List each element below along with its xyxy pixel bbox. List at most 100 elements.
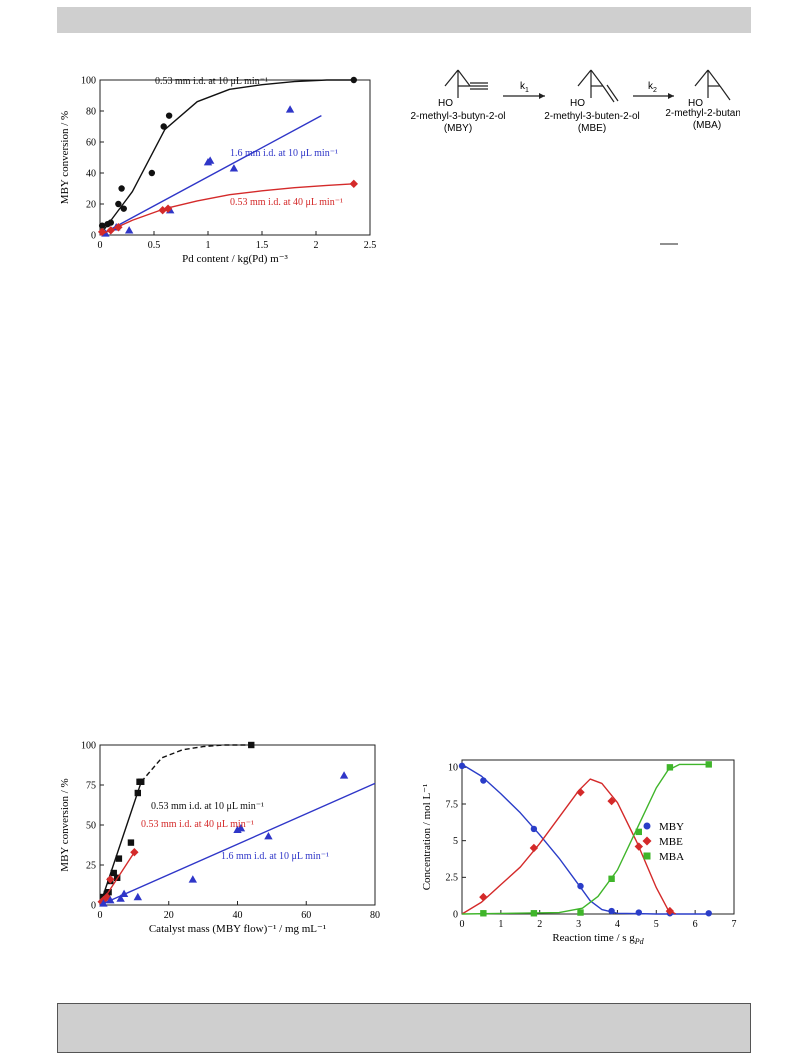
series-0	[458, 762, 712, 917]
mbe-oh: HO	[570, 98, 585, 109]
x-tick-label: 2	[314, 240, 319, 251]
data-point	[665, 906, 675, 916]
axes: 0 20 40 60 80 0 25 50 75 100	[81, 740, 380, 921]
legend-marker	[642, 836, 652, 846]
x-axis-label: Reaction time / s gPd	[552, 932, 644, 946]
y-tick-label: 25	[86, 860, 96, 871]
legend-label: MBA	[659, 851, 684, 863]
data-point	[165, 112, 173, 119]
y-tick-label: 20	[86, 199, 96, 210]
x-tick-label: 0	[460, 919, 465, 930]
fit-line-dashed	[140, 744, 252, 783]
y-tick-label: 0	[453, 909, 458, 920]
fit-line	[99, 782, 376, 906]
series-1	[99, 105, 322, 237]
data-point	[339, 771, 349, 779]
y-tick-label: 50	[86, 820, 96, 831]
y-tick-label: 2.5	[446, 873, 459, 884]
fit-line	[99, 183, 354, 236]
fit-line	[461, 763, 709, 915]
x-tick-label: 5	[654, 919, 659, 930]
series-label: 0.53 mm i.d. at 10 μL min⁻¹	[151, 801, 264, 812]
x-axis-label: Pd content / kg(Pd) m⁻³	[182, 253, 288, 265]
data-point	[264, 832, 273, 840]
series-1	[461, 778, 677, 916]
data-point	[107, 219, 114, 226]
data-point	[106, 226, 115, 235]
data-point	[480, 910, 487, 917]
x-tick-label: 0.5	[148, 240, 161, 251]
x-tick-label: 2.5	[364, 240, 377, 251]
mba-oh: HO	[688, 98, 703, 109]
data-point	[130, 848, 139, 857]
data-point	[98, 222, 106, 229]
legend-entry: MBA	[643, 851, 684, 863]
fit-line	[99, 115, 322, 236]
chart-concentration-vs-time: 0 1 2 3 4 5 6 7 0 2.5 5 7.5 10 Reaction time / s gPd C…	[421, 759, 737, 946]
x-tick-label: 7	[732, 919, 737, 930]
data-point	[133, 892, 143, 901]
chart-conversion-vs-catalyst-mass: 0 20 40 60 80 0 25 50 75 100 Catalyst mass (MBY fl…	[59, 740, 380, 935]
legend-label: MBE	[659, 836, 683, 848]
data-point	[148, 169, 156, 177]
data-point	[608, 907, 615, 915]
legend-entry: MBE	[642, 836, 683, 848]
footer-band	[57, 1003, 751, 1053]
x-tick-label: 0	[98, 910, 103, 921]
series-label: 0.53 mm i.d. at 10 μL min⁻¹	[155, 76, 268, 87]
fit-line	[461, 778, 677, 915]
data-point	[634, 842, 643, 851]
mba-structure: HO 2-methyl-2-butanol (MBA)	[665, 69, 740, 131]
legend-marker	[643, 852, 651, 860]
x-tick-label: 20	[164, 910, 174, 921]
series-2	[99, 771, 376, 907]
series-label: 0.53 mm i.d. at 40 μL min⁻¹	[230, 197, 343, 208]
y-tick-label: 10	[448, 763, 458, 774]
mba-abbr: (MBA)	[693, 120, 721, 131]
data-point	[349, 179, 358, 189]
y-tick-label: 0	[91, 900, 96, 911]
data-point	[124, 226, 134, 234]
data-point	[138, 778, 145, 785]
data-point	[118, 185, 125, 192]
data-point	[115, 855, 123, 862]
fit-line	[99, 781, 142, 906]
series-0	[98, 76, 357, 236]
data-point	[163, 204, 173, 213]
x-tick-label: 1	[498, 919, 503, 930]
arrow-k1: k1	[503, 81, 545, 99]
reaction-scheme: HO 2-methyl-3-butyn-2-ol (MBY) k1 HO 2-m…	[410, 69, 740, 245]
k2-label: k2	[648, 81, 657, 94]
data-point	[458, 762, 466, 770]
y-tick-label: 80	[86, 106, 96, 117]
data-point	[248, 741, 255, 749]
y-tick-label: 100	[81, 740, 96, 751]
x-axis-label: Catalyst mass (MBY flow)⁻¹ / mg mL⁻¹	[149, 923, 326, 935]
data-point	[110, 869, 117, 877]
data-point	[120, 205, 127, 212]
data-point	[529, 843, 539, 853]
chart-conversion-vs-pd: 0 0.5 1 1.5 2 2.5 0 20 40 60 80 100 Pd content / kg(…	[59, 75, 376, 265]
y-tick-label: 5	[453, 836, 458, 847]
x-tick-label: 80	[370, 910, 380, 921]
y-axis-label: MBY conversion / %	[59, 111, 71, 204]
data-point	[608, 875, 615, 882]
series-2	[461, 761, 712, 917]
mbe-structure: HO 2-methyl-3-buten-2-ol (MBE)	[544, 69, 640, 134]
x-tick-label: 60	[301, 910, 311, 921]
data-point	[607, 796, 616, 806]
x-tick-label: 0	[98, 240, 103, 251]
series-label: 0.53 mm i.d. at 40 μL min⁻¹	[141, 819, 254, 830]
axes: 0 0.5 1 1.5 2 2.5 0 20 40 60 80 100	[81, 75, 376, 251]
y-tick-label: 40	[86, 168, 96, 179]
y-tick-label: 0	[91, 230, 96, 241]
data-point	[635, 828, 642, 836]
axes: 0 1 2 3 4 5 6 7 0 2.5 5 7.5 10	[446, 759, 737, 930]
data-point	[134, 789, 142, 797]
data-point	[160, 123, 167, 130]
x-tick-label: 6	[693, 919, 698, 930]
data-point	[236, 824, 246, 832]
data-point	[480, 777, 487, 784]
data-point	[229, 164, 239, 172]
header-band	[57, 7, 751, 33]
